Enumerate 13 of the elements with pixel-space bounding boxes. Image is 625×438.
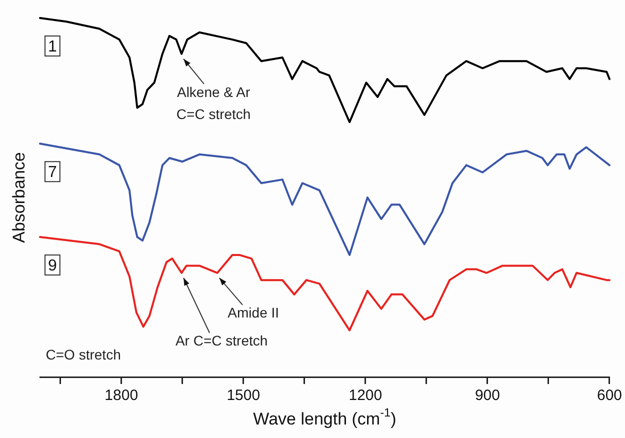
series-label: 1 bbox=[48, 38, 57, 56]
x-tick-label: 600 bbox=[596, 387, 622, 404]
annotation: C=O stretch bbox=[46, 346, 121, 363]
annotation: Alkene & Ar C=C stretch bbox=[176, 84, 251, 122]
annotation: Amide II bbox=[228, 304, 280, 321]
annotation: Ar C=C stretch bbox=[175, 332, 268, 349]
x-tick-label: 1500 bbox=[226, 387, 260, 404]
x-tick-label: 1200 bbox=[348, 387, 382, 404]
series-label: 9 bbox=[48, 257, 57, 274]
x-tick-label: 1800 bbox=[104, 387, 138, 404]
x-tick-label: 900 bbox=[474, 387, 500, 404]
series-label: 7 bbox=[48, 164, 57, 182]
y-axis-title: Absorbance bbox=[10, 152, 29, 243]
